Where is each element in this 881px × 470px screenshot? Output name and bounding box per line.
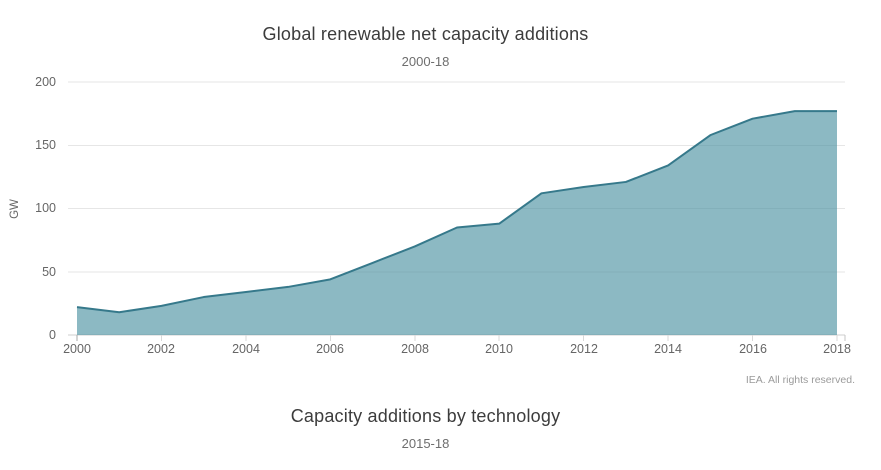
x-tick-label: 2010 <box>485 342 513 356</box>
y-tick-label: 100 <box>35 201 56 215</box>
chart2-subtitle: 2015-18 <box>401 436 450 451</box>
x-tick-label: 2016 <box>739 342 767 356</box>
chart2-title: Capacity additions by technology <box>290 406 561 426</box>
x-tick-label: 2004 <box>232 342 260 356</box>
y-tick-label: 150 <box>35 138 56 152</box>
y-tick-label: 50 <box>42 265 56 279</box>
iea-credit: IEA. All rights reserved. <box>745 374 855 386</box>
chart1-title: Global renewable net capacity additions <box>262 24 589 44</box>
x-tick-label: 2018 <box>823 342 851 356</box>
x-tick-label: 2012 <box>570 342 598 356</box>
chart1-header: Global renewable net capacity additions … <box>0 24 851 69</box>
area-series-fill[interactable] <box>77 111 837 335</box>
x-tick-label: 2006 <box>316 342 344 356</box>
chart1-plot-area[interactable] <box>0 0 881 400</box>
y-tick-label: 200 <box>35 75 56 89</box>
chart1-subtitle: 2000-18 <box>401 54 450 69</box>
x-tick-label: 2008 <box>401 342 429 356</box>
chart2-header: Capacity additions by technology 2015-18 <box>0 406 851 451</box>
x-tick-label: 2014 <box>654 342 682 356</box>
y-tick-label: 0 <box>49 328 56 342</box>
area-series-line[interactable] <box>76 110 837 314</box>
x-tick-label: 2002 <box>147 342 175 356</box>
x-tick-label: 2000 <box>63 342 91 356</box>
